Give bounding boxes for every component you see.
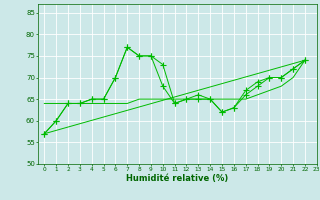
X-axis label: Humidité relative (%): Humidité relative (%)	[126, 174, 229, 183]
